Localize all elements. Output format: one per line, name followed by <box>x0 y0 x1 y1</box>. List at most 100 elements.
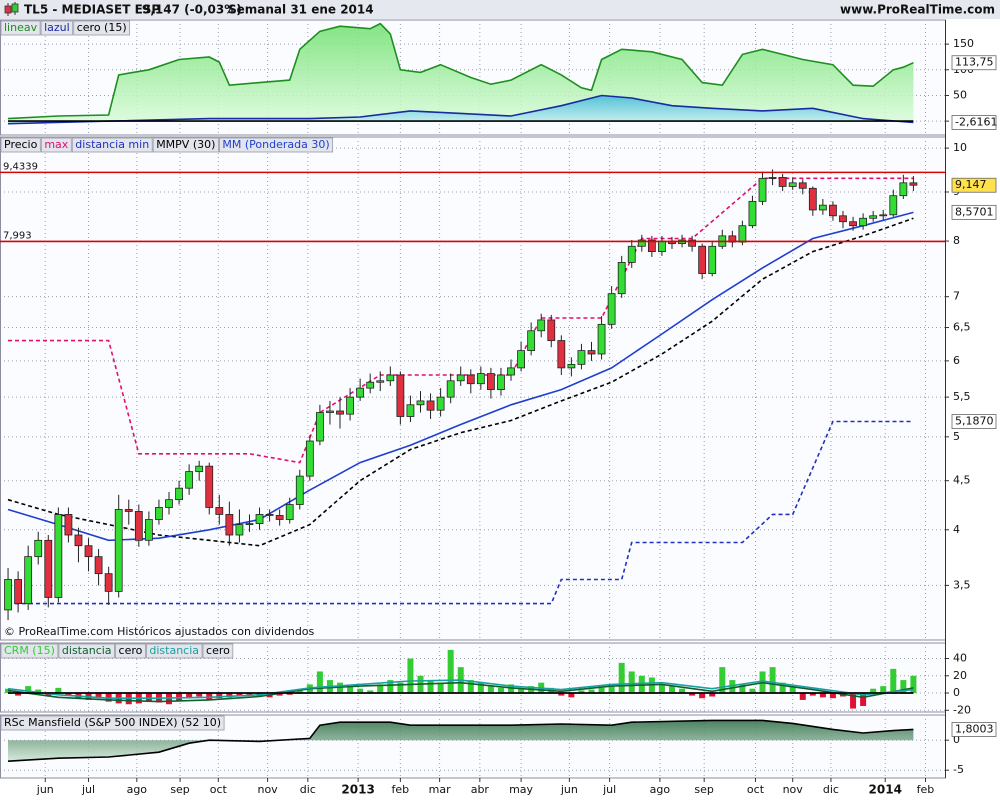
histogram-bar <box>286 693 293 695</box>
histogram-bar <box>739 684 746 694</box>
y-tick-label: 10 <box>953 141 967 154</box>
histogram-bar <box>900 680 907 694</box>
x-tick-label: jun <box>560 783 578 796</box>
candle-body <box>647 239 656 252</box>
legend-item-box <box>152 137 219 153</box>
histogram-bar <box>829 693 836 699</box>
legend-item-box <box>219 137 334 153</box>
candle-body <box>517 350 525 369</box>
candle-body <box>205 465 214 508</box>
candle-body <box>366 381 375 389</box>
y-tick-label: 0 <box>953 733 960 746</box>
x-tick-label: jul <box>602 783 616 796</box>
histogram-bar <box>850 693 857 709</box>
candle-body <box>175 487 183 501</box>
histogram-bar <box>105 693 112 702</box>
candle-body <box>315 412 324 442</box>
y-tick-label: 0 <box>953 686 960 699</box>
candle-body <box>144 519 153 541</box>
candle-body <box>909 182 918 186</box>
histogram-bar <box>236 693 243 696</box>
level-label: 7,993 <box>3 230 32 241</box>
candle-body <box>4 579 12 611</box>
x-tick-label: 2013 <box>341 783 374 797</box>
legend-item-box <box>58 643 115 659</box>
candle-body <box>255 514 264 524</box>
histogram-bar <box>246 693 253 695</box>
histogram-bar <box>487 686 494 694</box>
histogram-bar <box>467 680 474 694</box>
histogram-bar <box>729 680 736 694</box>
histogram-bar <box>176 693 183 701</box>
legend-item-box <box>73 20 131 36</box>
histogram-bar <box>367 690 374 694</box>
candle-body <box>436 396 445 411</box>
y-tick-label: 7 <box>953 290 960 303</box>
x-tick-label: may <box>509 783 533 796</box>
legend-item-box <box>115 643 146 659</box>
candle-body <box>567 363 576 369</box>
candle-body <box>416 400 425 406</box>
legend-item: lazul <box>44 21 70 34</box>
x-tick-label: ago <box>127 783 148 796</box>
histogram-bar <box>377 684 384 694</box>
candle-body <box>275 515 284 520</box>
histogram-bar <box>347 686 354 694</box>
series-line <box>7 211 914 542</box>
histogram-bar <box>618 662 625 694</box>
panel: -5 01,8003 RSc Mansfield (S&P 500 INDEX) (… <box>0 714 997 779</box>
legend-item-box <box>145 643 203 659</box>
histogram-bar <box>387 680 394 694</box>
x-tick-label: mar <box>429 783 451 796</box>
candle-body <box>497 374 505 391</box>
candle-body <box>658 240 666 252</box>
panel: -20 0 20 40 CRM (15) distancia cero distancia ce… <box>0 642 971 716</box>
histogram-bar <box>518 688 525 694</box>
legend-item-box <box>0 20 41 36</box>
histogram-bar <box>910 675 917 694</box>
histogram-bar <box>568 693 575 698</box>
plot-area <box>1 716 945 778</box>
candle-body <box>849 221 857 227</box>
legend-item: max <box>44 138 68 151</box>
y-tick-label: 3,5 <box>953 578 971 591</box>
x-tick-label: 2014 <box>869 783 902 797</box>
histogram-bar <box>45 693 52 697</box>
histogram-bar <box>870 688 877 694</box>
candle-body <box>507 367 515 376</box>
candle-body <box>627 245 636 263</box>
x-tick-label: oct <box>747 783 765 796</box>
histogram-bar <box>55 687 62 694</box>
series-line <box>7 217 914 547</box>
candle-body <box>165 499 173 508</box>
candle-body <box>235 524 244 536</box>
y-tick-label: 5,5 <box>953 390 971 403</box>
legend-item-box <box>71 137 153 153</box>
candle-body <box>487 373 495 391</box>
x-tick-label: sep <box>694 783 713 796</box>
period: Semanal 31 ene 2014 <box>228 3 374 17</box>
candle-body <box>889 195 898 216</box>
legend-item: MM (Ponderada 30) <box>222 138 329 151</box>
candle-body <box>637 239 646 247</box>
candle-body <box>356 387 365 398</box>
histogram-bar <box>357 688 364 694</box>
candle-body <box>899 182 908 197</box>
candle-body <box>859 217 868 227</box>
site-link[interactable]: www.ProRealTime.com <box>840 3 995 17</box>
histogram-bar <box>679 688 686 694</box>
candle-body <box>34 539 43 558</box>
series-line <box>7 94 914 125</box>
x-tick-label: oct <box>210 783 228 796</box>
candle-body <box>114 509 123 592</box>
histogram-bar <box>25 686 32 694</box>
plot-area <box>1 644 945 712</box>
note: © ProRealTime.com Históricos ajustados c… <box>4 625 315 638</box>
series-line <box>7 719 914 762</box>
candle-body <box>134 511 143 541</box>
candle-body <box>225 514 234 536</box>
histogram-bar <box>65 693 72 696</box>
value-label-box <box>951 414 997 429</box>
candle-body <box>406 404 415 417</box>
